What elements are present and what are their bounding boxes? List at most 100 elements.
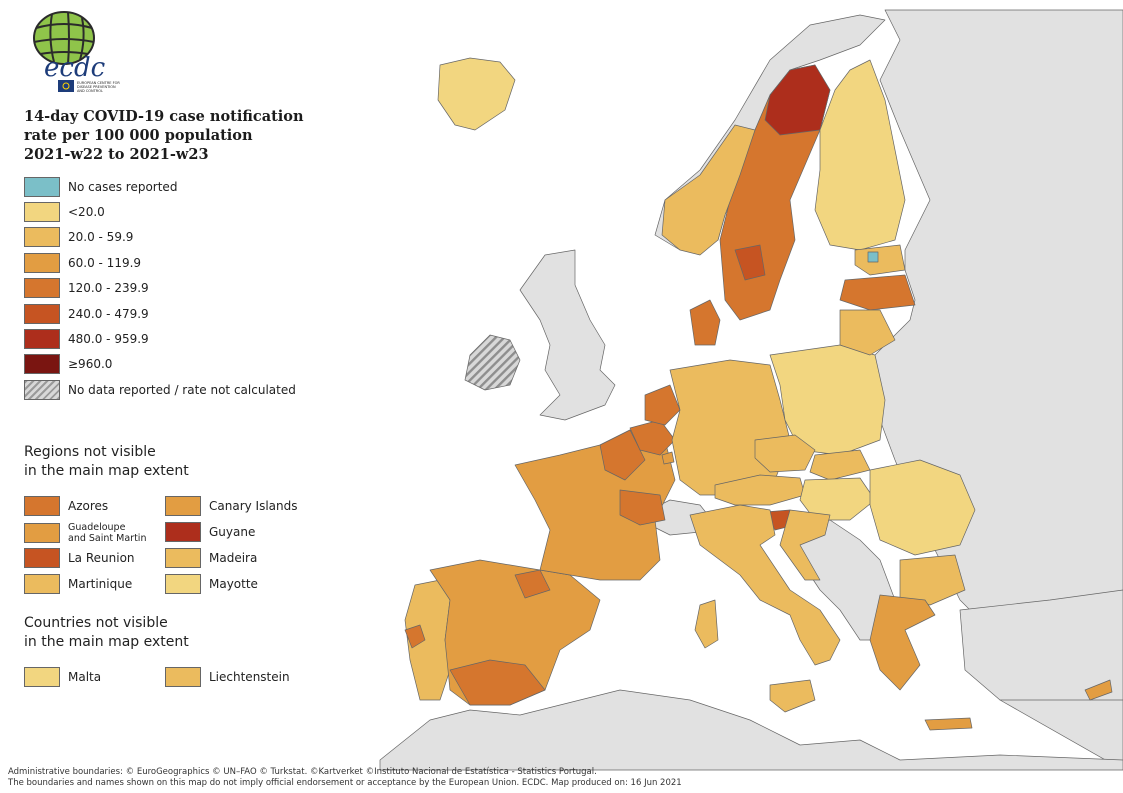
country-item: Malta bbox=[24, 667, 101, 687]
countries-title-line1: Countries not visible bbox=[24, 615, 168, 631]
region-label: Martinique bbox=[68, 577, 133, 591]
legend-title: 14-day COVID-19 case notification rate p… bbox=[24, 107, 324, 164]
legend-scale-row: <20.0 bbox=[24, 199, 296, 224]
region-swatch bbox=[165, 496, 201, 516]
croatia-land bbox=[779, 509, 831, 581]
iceland-land bbox=[437, 57, 516, 131]
region-label: Mayotte bbox=[209, 577, 258, 591]
footer-attribution: Administrative boundaries: © EuroGeograp… bbox=[8, 767, 682, 789]
region-item: Guadeloupe and Saint Martin bbox=[24, 522, 146, 544]
legend-label: 240.0 - 479.9 bbox=[68, 306, 149, 321]
legend-title-line2: rate per 100 000 population bbox=[24, 127, 253, 144]
legend-scale-row: 60.0 - 119.9 bbox=[24, 250, 296, 275]
legend-scale-row: 480.0 - 959.9 bbox=[24, 326, 296, 351]
netherlands-land bbox=[644, 384, 681, 426]
spain-basque-region bbox=[514, 569, 551, 599]
luxembourg-land bbox=[661, 451, 675, 465]
svg-text:ecdc: ecdc bbox=[44, 53, 106, 83]
region-label: Madeira bbox=[209, 551, 258, 565]
lithuania-land bbox=[839, 309, 896, 356]
ecdc-logo: ecdc EUROPEAN CENTRE FOR DISEASE PREVENT… bbox=[22, 6, 132, 98]
countries-section-title: Countries not visible in the main map ex… bbox=[24, 614, 189, 652]
legend-swatch bbox=[24, 278, 60, 299]
estonia-no-cases-region bbox=[867, 251, 879, 263]
uk-land bbox=[519, 249, 616, 421]
latvia-land bbox=[839, 274, 916, 311]
region-item: Mayotte bbox=[165, 574, 258, 594]
country-item: Liechtenstein bbox=[165, 667, 290, 687]
svg-text:DISEASE PREVENTION: DISEASE PREVENTION bbox=[77, 85, 116, 89]
estonia-land bbox=[854, 244, 906, 276]
denmark-land bbox=[689, 299, 721, 346]
legend-label: No data reported / rate not calculated bbox=[68, 382, 296, 397]
region-item: Guyane bbox=[165, 522, 255, 542]
czechia-land bbox=[754, 434, 816, 473]
region-swatch bbox=[24, 548, 60, 568]
cyprus-land bbox=[1084, 679, 1113, 701]
sweden-north-region bbox=[764, 64, 831, 136]
sweden-central-region bbox=[734, 244, 766, 281]
regions-title-line1: Regions not visible bbox=[24, 444, 156, 460]
region-label: Azores bbox=[68, 499, 109, 513]
region-label: Guadeloupe and Saint Martin bbox=[68, 522, 147, 544]
region-swatch bbox=[165, 574, 201, 594]
romania-land bbox=[869, 459, 976, 556]
country-label: Liechtenstein bbox=[209, 670, 290, 684]
north-africa-land bbox=[379, 689, 1123, 771]
hungary-land bbox=[799, 477, 876, 521]
sicily-land bbox=[769, 679, 816, 713]
legend-swatch bbox=[24, 252, 60, 273]
austria-land bbox=[714, 474, 806, 506]
legend-scale-row: No data reported / rate not calculated bbox=[24, 377, 296, 402]
footer-line1: Administrative boundaries: © EuroGeograp… bbox=[8, 767, 597, 777]
spain-andalusia-region bbox=[449, 659, 546, 706]
legend-label: 120.0 - 239.9 bbox=[68, 281, 149, 296]
portugal-lisbon-region bbox=[404, 624, 426, 649]
finland-land bbox=[814, 59, 906, 251]
legend-scale: No cases reported <20.0 20.0 - 59.9 60.0 - … bbox=[24, 174, 296, 403]
norway-land-colored bbox=[661, 124, 756, 256]
legend-swatch bbox=[24, 227, 60, 248]
legend-label: 60.0 - 119.9 bbox=[68, 255, 142, 270]
region-item: Azores bbox=[24, 496, 108, 516]
ireland-land bbox=[464, 334, 521, 391]
slovakia-land bbox=[809, 449, 871, 481]
region-swatch bbox=[24, 523, 60, 543]
legend-swatch bbox=[24, 202, 60, 223]
region-item: Martinique bbox=[24, 574, 132, 594]
sardinia-land bbox=[694, 599, 719, 649]
svg-text:AND CONTROL: AND CONTROL bbox=[77, 89, 103, 93]
legend-title-line3: 2021-w22 to 2021-w23 bbox=[24, 146, 209, 163]
legend-swatch bbox=[24, 329, 60, 350]
crete-land bbox=[924, 717, 973, 731]
legend-label: <20.0 bbox=[68, 205, 105, 220]
svg-text:EUROPEAN CENTRE FOR: EUROPEAN CENTRE FOR bbox=[77, 81, 120, 85]
region-label: Guyane bbox=[209, 525, 256, 539]
legend-scale-row: 120.0 - 239.9 bbox=[24, 276, 296, 301]
region-swatch bbox=[165, 522, 201, 542]
country-swatch bbox=[165, 667, 201, 687]
region-item: Madeira bbox=[165, 548, 257, 568]
france-rhone-region bbox=[619, 489, 666, 526]
legend-swatch bbox=[24, 354, 60, 375]
greece-land bbox=[869, 594, 936, 691]
country-swatch bbox=[24, 667, 60, 687]
legend-swatch bbox=[24, 303, 60, 324]
france-paris-region bbox=[599, 429, 646, 481]
countries-title-line2: in the main map extent bbox=[24, 634, 189, 650]
legend-scale-row: 240.0 - 479.9 bbox=[24, 301, 296, 326]
region-swatch bbox=[24, 574, 60, 594]
legend-scale-row: ≥960.0 bbox=[24, 352, 296, 377]
legend-scale-row: 20.0 - 59.9 bbox=[24, 225, 296, 250]
region-item: Canary Islands bbox=[165, 496, 298, 516]
legend-label: ≥960.0 bbox=[68, 357, 113, 372]
germany-land bbox=[669, 359, 791, 496]
turkey-land bbox=[959, 589, 1123, 701]
legend-label: 480.0 - 959.9 bbox=[68, 332, 149, 347]
bulgaria-land bbox=[899, 554, 966, 606]
italy-land bbox=[689, 504, 841, 666]
legend-label: 20.0 - 59.9 bbox=[68, 230, 134, 245]
region-swatch bbox=[24, 496, 60, 516]
region-item: La Reunion bbox=[24, 548, 135, 568]
